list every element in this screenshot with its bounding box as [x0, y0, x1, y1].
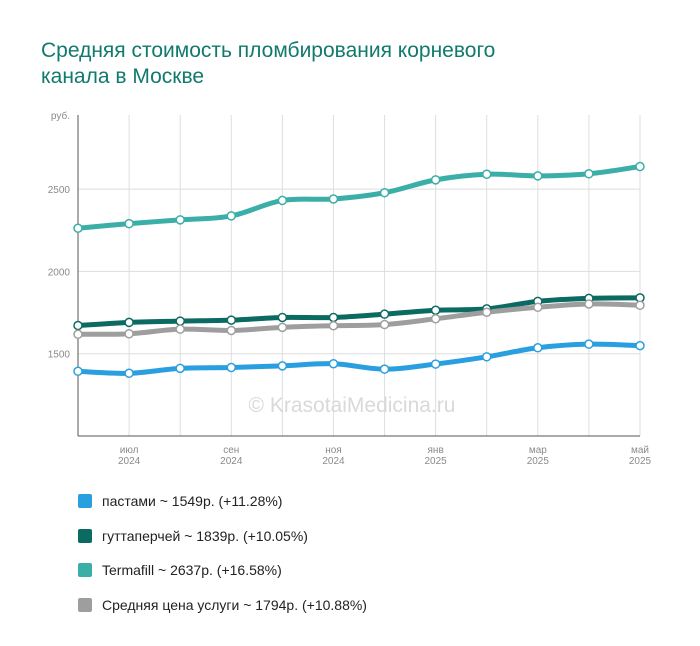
- x-tick-label: июл 2024: [118, 445, 141, 467]
- legend-label: Termafill ~ 2637р. (+16.58%): [102, 562, 282, 579]
- data-point-termafill: [277, 195, 288, 206]
- series-line-pastes: [75, 341, 643, 376]
- legend-swatch: [78, 563, 92, 578]
- data-point-average: [430, 314, 441, 324]
- x-tick-month: сен: [223, 445, 239, 456]
- data-point-pastes: [584, 339, 594, 349]
- y-tick-label: 2500: [48, 185, 71, 196]
- x-tick-month: ноя: [325, 445, 342, 456]
- data-point-gutta-percha: [226, 315, 237, 325]
- data-point-pastes: [533, 343, 543, 353]
- data-point-average: [175, 324, 185, 334]
- data-point-pastes: [226, 362, 237, 373]
- data-point-termafill: [124, 218, 134, 229]
- y-axis-unit-label: руб.: [51, 110, 70, 122]
- legend-swatch: [78, 598, 92, 613]
- legend-label: Средняя цена услуги ~ 1794р. (+10.88%): [102, 597, 367, 614]
- x-tick-month: мар: [529, 445, 547, 456]
- data-point-pastes: [430, 359, 441, 369]
- data-point-average: [277, 322, 288, 333]
- line-chart: © KrasotaiMedicina.ru 150020002500руб.ию…: [48, 110, 652, 467]
- data-point-gutta-percha: [124, 317, 134, 328]
- data-point-average: [379, 319, 390, 330]
- legend-label: гуттаперчей ~ 1839р. (+10.05%): [102, 527, 308, 544]
- data-point-pastes: [635, 340, 645, 351]
- chart-title-line-2: канала в Москве: [41, 65, 205, 88]
- data-point-average: [73, 329, 83, 340]
- x-tick-month: янв: [428, 445, 444, 456]
- series-line-gutta-percha: [75, 295, 643, 329]
- data-point-pastes: [277, 361, 288, 371]
- data-point-average: [533, 302, 543, 313]
- data-point-average: [481, 307, 492, 317]
- data-point-termafill: [481, 169, 492, 180]
- data-point-gutta-percha: [379, 309, 390, 319]
- data-point-gutta-percha: [430, 305, 441, 315]
- data-point-termafill: [635, 161, 645, 172]
- data-point-pastes: [73, 366, 83, 377]
- x-tick-year: 2024: [220, 456, 243, 467]
- legend-item-gutta-percha[interactable]: гуттаперчей ~ 1839р. (+10.05%): [78, 519, 367, 554]
- data-point-average: [584, 299, 594, 309]
- data-point-gutta-percha: [73, 320, 83, 331]
- data-point-termafill: [175, 215, 185, 225]
- data-point-gutta-percha: [328, 312, 339, 323]
- data-point-average: [635, 300, 645, 311]
- x-tick-year: 2025: [425, 456, 448, 467]
- y-tick-label: 1500: [48, 350, 71, 361]
- data-point-termafill: [533, 171, 543, 181]
- data-point-termafill: [430, 175, 441, 185]
- legend-item-pastes[interactable]: пастами ~ 1549р. (+11.28%): [78, 484, 367, 519]
- watermark-text: © KrasotaiMedicina.ru: [249, 394, 456, 417]
- data-point-average: [124, 329, 134, 339]
- chart-legend: пастами ~ 1549р. (+11.28%) гуттаперчей ~…: [78, 484, 367, 622]
- x-tick-label: сен 2024: [220, 445, 243, 467]
- x-tick-year: 2025: [629, 456, 652, 467]
- chart-series: [73, 161, 645, 379]
- x-tick-label: янв 2025: [425, 445, 448, 467]
- data-point-average: [226, 325, 237, 336]
- x-tick-year: 2024: [118, 456, 141, 467]
- data-point-pastes: [379, 364, 390, 374]
- x-tick-year: 2025: [527, 456, 550, 467]
- chart-grid: [78, 115, 641, 436]
- x-tick-month: май: [631, 445, 649, 456]
- legend-label: пастами ~ 1549р. (+11.28%): [102, 493, 283, 510]
- data-point-pastes: [481, 352, 492, 362]
- data-point-pastes: [328, 358, 339, 369]
- legend-item-termafill[interactable]: Termafill ~ 2637р. (+16.58%): [78, 553, 367, 588]
- data-point-pastes: [124, 368, 134, 379]
- x-tick-label: май 2025: [629, 445, 652, 467]
- x-tick-year: 2024: [322, 456, 345, 467]
- chart-title-line-1: Средняя стоимость пломбирования корневог…: [41, 39, 496, 62]
- data-point-termafill: [379, 187, 390, 198]
- data-point-pastes: [175, 363, 185, 374]
- legend-swatch: [78, 494, 92, 509]
- data-point-termafill: [73, 223, 83, 234]
- series-line-termafill: [75, 164, 643, 231]
- legend-swatch: [78, 528, 92, 543]
- data-point-gutta-percha: [277, 312, 288, 323]
- data-point-gutta-percha: [175, 316, 185, 326]
- x-tick-month: июл: [120, 445, 139, 456]
- data-point-average: [328, 320, 339, 331]
- data-point-termafill: [226, 211, 237, 221]
- y-tick-label: 2000: [48, 267, 71, 278]
- data-point-termafill: [328, 194, 339, 204]
- x-tick-label: мар 2025: [527, 445, 550, 467]
- chart-title: Средняя стоимость пломбирования корневог…: [41, 38, 661, 90]
- x-tick-label: ноя 2024: [322, 445, 345, 467]
- data-point-termafill: [584, 169, 594, 179]
- legend-item-average[interactable]: Средняя цена услуги ~ 1794р. (+10.88%): [78, 588, 367, 623]
